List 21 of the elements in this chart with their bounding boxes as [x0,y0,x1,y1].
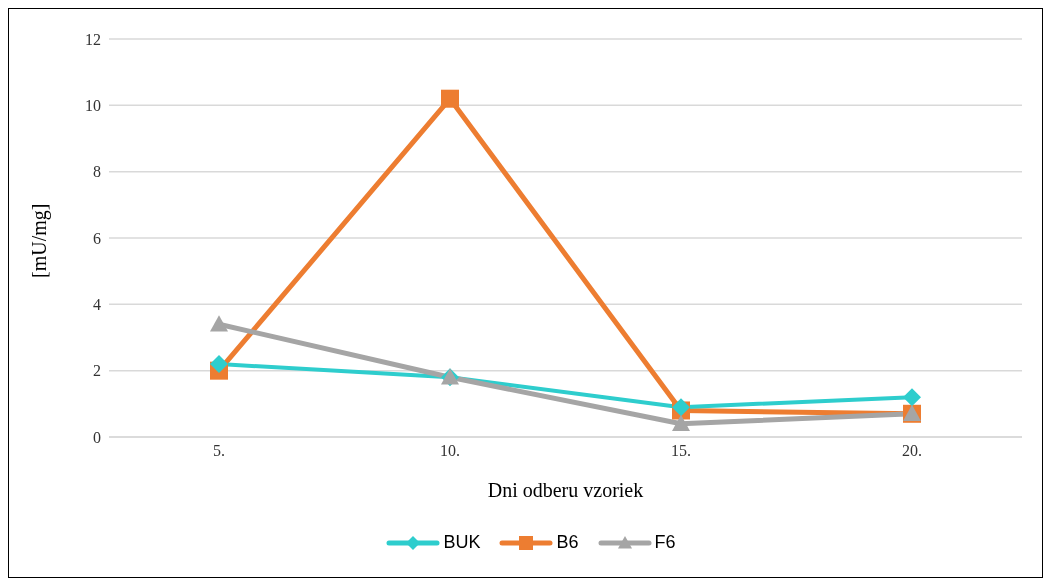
y-tick-label: 10 [85,97,101,115]
x-tick-label: 5. [213,442,225,460]
point [210,355,228,374]
legend-label: BUK [443,532,481,553]
x-tick-label: 20. [902,442,922,460]
point [441,89,459,108]
y-tick-label: 6 [93,229,101,247]
y-tick-label: 4 [93,296,101,314]
x-tick-label: 10. [440,442,460,460]
x-tick-label: 15. [671,442,691,460]
point [210,315,228,332]
legend-label: F6 [654,532,676,553]
y-tick-label: 0 [93,428,101,446]
point [672,414,690,431]
legend-label: B6 [556,532,579,553]
point [903,388,921,407]
x-axis-title: Dni odberu vzoriek [487,479,644,501]
y-tick-label: 12 [85,30,101,48]
y-tick-label: 2 [93,362,101,380]
y-axis-title: [mU/mg] [28,203,52,278]
y-tick-label: 8 [93,163,101,181]
